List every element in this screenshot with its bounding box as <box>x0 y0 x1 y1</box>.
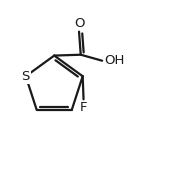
Text: O: O <box>74 17 84 30</box>
Text: F: F <box>80 101 87 114</box>
Text: OH: OH <box>104 54 124 67</box>
Text: S: S <box>22 70 30 83</box>
